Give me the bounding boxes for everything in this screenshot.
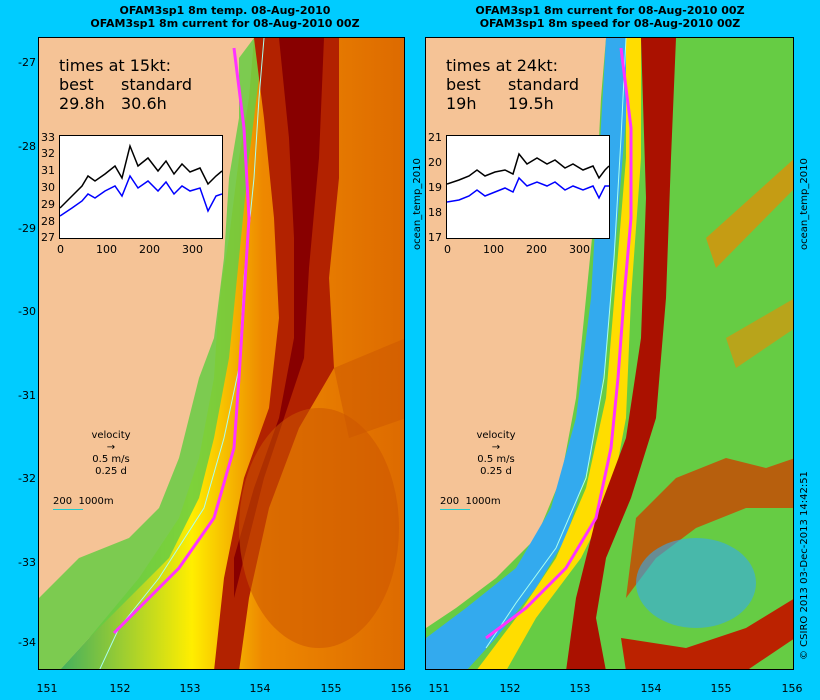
standard-line (59, 174, 223, 217)
inset-y-tick: 32 (41, 147, 55, 160)
right-title: OFAM3sp1 8m current for 08-Aug-2010 00Z … (425, 4, 795, 30)
inset-x-tick: 0 (57, 243, 64, 256)
lon-tick: 156 (781, 682, 803, 695)
times-labels: best standard (59, 75, 192, 94)
inset-y-tick: 18 (428, 206, 442, 219)
depth-scale-b: 1000m (78, 496, 114, 507)
velocity-legend: velocity → 0.5 m/s 0.25 d (466, 430, 526, 478)
temperature-field (39, 38, 404, 669)
times-24kt: times at 24kt: best standard 19h 19.5h (446, 56, 579, 113)
credit-text: © CSIRO 2013 03-Dec-2013 14:42:51 (799, 471, 810, 660)
velocity-time: 0.25 d (95, 466, 127, 477)
standard-value: 19.5h (508, 94, 554, 113)
lon-tick: 152 (109, 682, 131, 695)
velocity-speed: 0.5 m/s (477, 454, 515, 465)
lon-tick: 156 (390, 682, 412, 695)
depth-scale-b: 1000m (465, 496, 501, 507)
inset-y-tick: 19 (428, 181, 442, 194)
left-title: OFAM3sp1 8m temp. 08-Aug-2010 OFAM3sp1 8… (40, 4, 410, 30)
lon-tick: 151 (36, 682, 58, 695)
lon-tick: 155 (710, 682, 732, 695)
best-value: 19h (446, 94, 477, 113)
velocity-arrow-icon: → (491, 442, 501, 453)
lon-tick: 152 (499, 682, 521, 695)
inset-x-tick: 300 (569, 243, 590, 256)
lon-tick: 153 (569, 682, 591, 695)
left-title-line2: OFAM3sp1 8m current for 08-Aug-2010 00Z (90, 17, 360, 30)
speed-field (426, 38, 793, 669)
best-label: best (59, 75, 94, 94)
velocity-time: 0.25 d (480, 466, 512, 477)
speed-timeseries (446, 135, 610, 239)
lat-tick: -32 (18, 472, 36, 485)
times-values: 29.8h 30.6h (59, 94, 192, 113)
lon-tick: 154 (640, 682, 662, 695)
velocity-arrow-icon: → (106, 442, 116, 453)
velocity-legend: velocity → 0.5 m/s 0.25 d (81, 430, 141, 478)
inset-y-tick: 31 (41, 164, 55, 177)
velocity-speed: 0.5 m/s (92, 454, 130, 465)
depth-scale-line (53, 509, 83, 510)
inset-y-tick: 28 (41, 215, 55, 228)
timeseries-lines (59, 143, 223, 217)
standard-value: 30.6h (121, 94, 167, 113)
lon-tick: 154 (249, 682, 271, 695)
best-line (446, 152, 610, 185)
inset-y-tick: 30 (41, 181, 55, 194)
lat-tick: -30 (18, 305, 36, 318)
standard-line (446, 176, 609, 203)
velocity-label: velocity (476, 430, 516, 441)
standard-label: standard (508, 75, 579, 94)
inset-y-tick: 29 (41, 198, 55, 211)
inset-y-tick: 17 (428, 231, 442, 244)
best-value: 29.8h (59, 94, 105, 113)
lat-tick: -31 (18, 389, 36, 402)
best-label: best (446, 75, 481, 94)
inset-x-tick: 200 (526, 243, 547, 256)
inset-x-tick: 0 (444, 243, 451, 256)
inset-x-tick: 100 (483, 243, 504, 256)
temperature-timeseries (59, 135, 223, 239)
lat-tick: -28 (18, 140, 36, 153)
temperature-map[interactable]: times at 15kt: best standard 29.8h 30.6h 3… (38, 37, 405, 670)
inset-y-tick: 27 (41, 231, 55, 244)
left-title-line1: OFAM3sp1 8m temp. 08-Aug-2010 (119, 4, 331, 17)
times-15kt: times at 15kt: best standard 29.8h 30.6h (59, 56, 192, 113)
left-side-label: ocean_temp_2010 (412, 158, 423, 250)
right-title-line1: OFAM3sp1 8m current for 08-Aug-2010 00Z (475, 4, 745, 17)
depth-scale-a: 200 (53, 496, 73, 507)
lon-tick: 155 (320, 682, 342, 695)
depth-scale: 200 1000m (53, 496, 114, 510)
lat-tick: -29 (18, 222, 36, 235)
inset-y-tick: 20 (428, 156, 442, 169)
speed-map[interactable]: times at 24kt: best standard 19h 19.5h 21 … (425, 37, 794, 670)
inset-x-tick: 100 (96, 243, 117, 256)
inset-x-tick: 200 (139, 243, 160, 256)
lat-tick: -27 (18, 56, 36, 69)
depth-scale-line (440, 509, 470, 510)
right-side-label: ocean_temp_2010 (799, 158, 810, 250)
inset-y-tick: 33 (41, 131, 55, 144)
standard-label: standard (121, 75, 192, 94)
timeseries-lines (446, 152, 610, 203)
best-line (59, 143, 223, 209)
times-header: times at 24kt: (446, 56, 559, 75)
depth-scale: 200 1000m (440, 496, 501, 510)
lat-tick: -34 (18, 636, 36, 649)
lat-tick: -33 (18, 556, 36, 569)
times-header: times at 15kt: (59, 56, 172, 75)
lon-tick: 151 (428, 682, 450, 695)
velocity-label: velocity (91, 430, 131, 441)
right-title-line2: OFAM3sp1 8m speed for 08-Aug-2010 00Z (479, 17, 741, 30)
lon-tick: 153 (179, 682, 201, 695)
times-values: 19h 19.5h (446, 94, 579, 113)
inset-x-tick: 300 (182, 243, 203, 256)
inset-y-tick: 21 (428, 131, 442, 144)
depth-scale-a: 200 (440, 496, 460, 507)
times-labels: best standard (446, 75, 579, 94)
